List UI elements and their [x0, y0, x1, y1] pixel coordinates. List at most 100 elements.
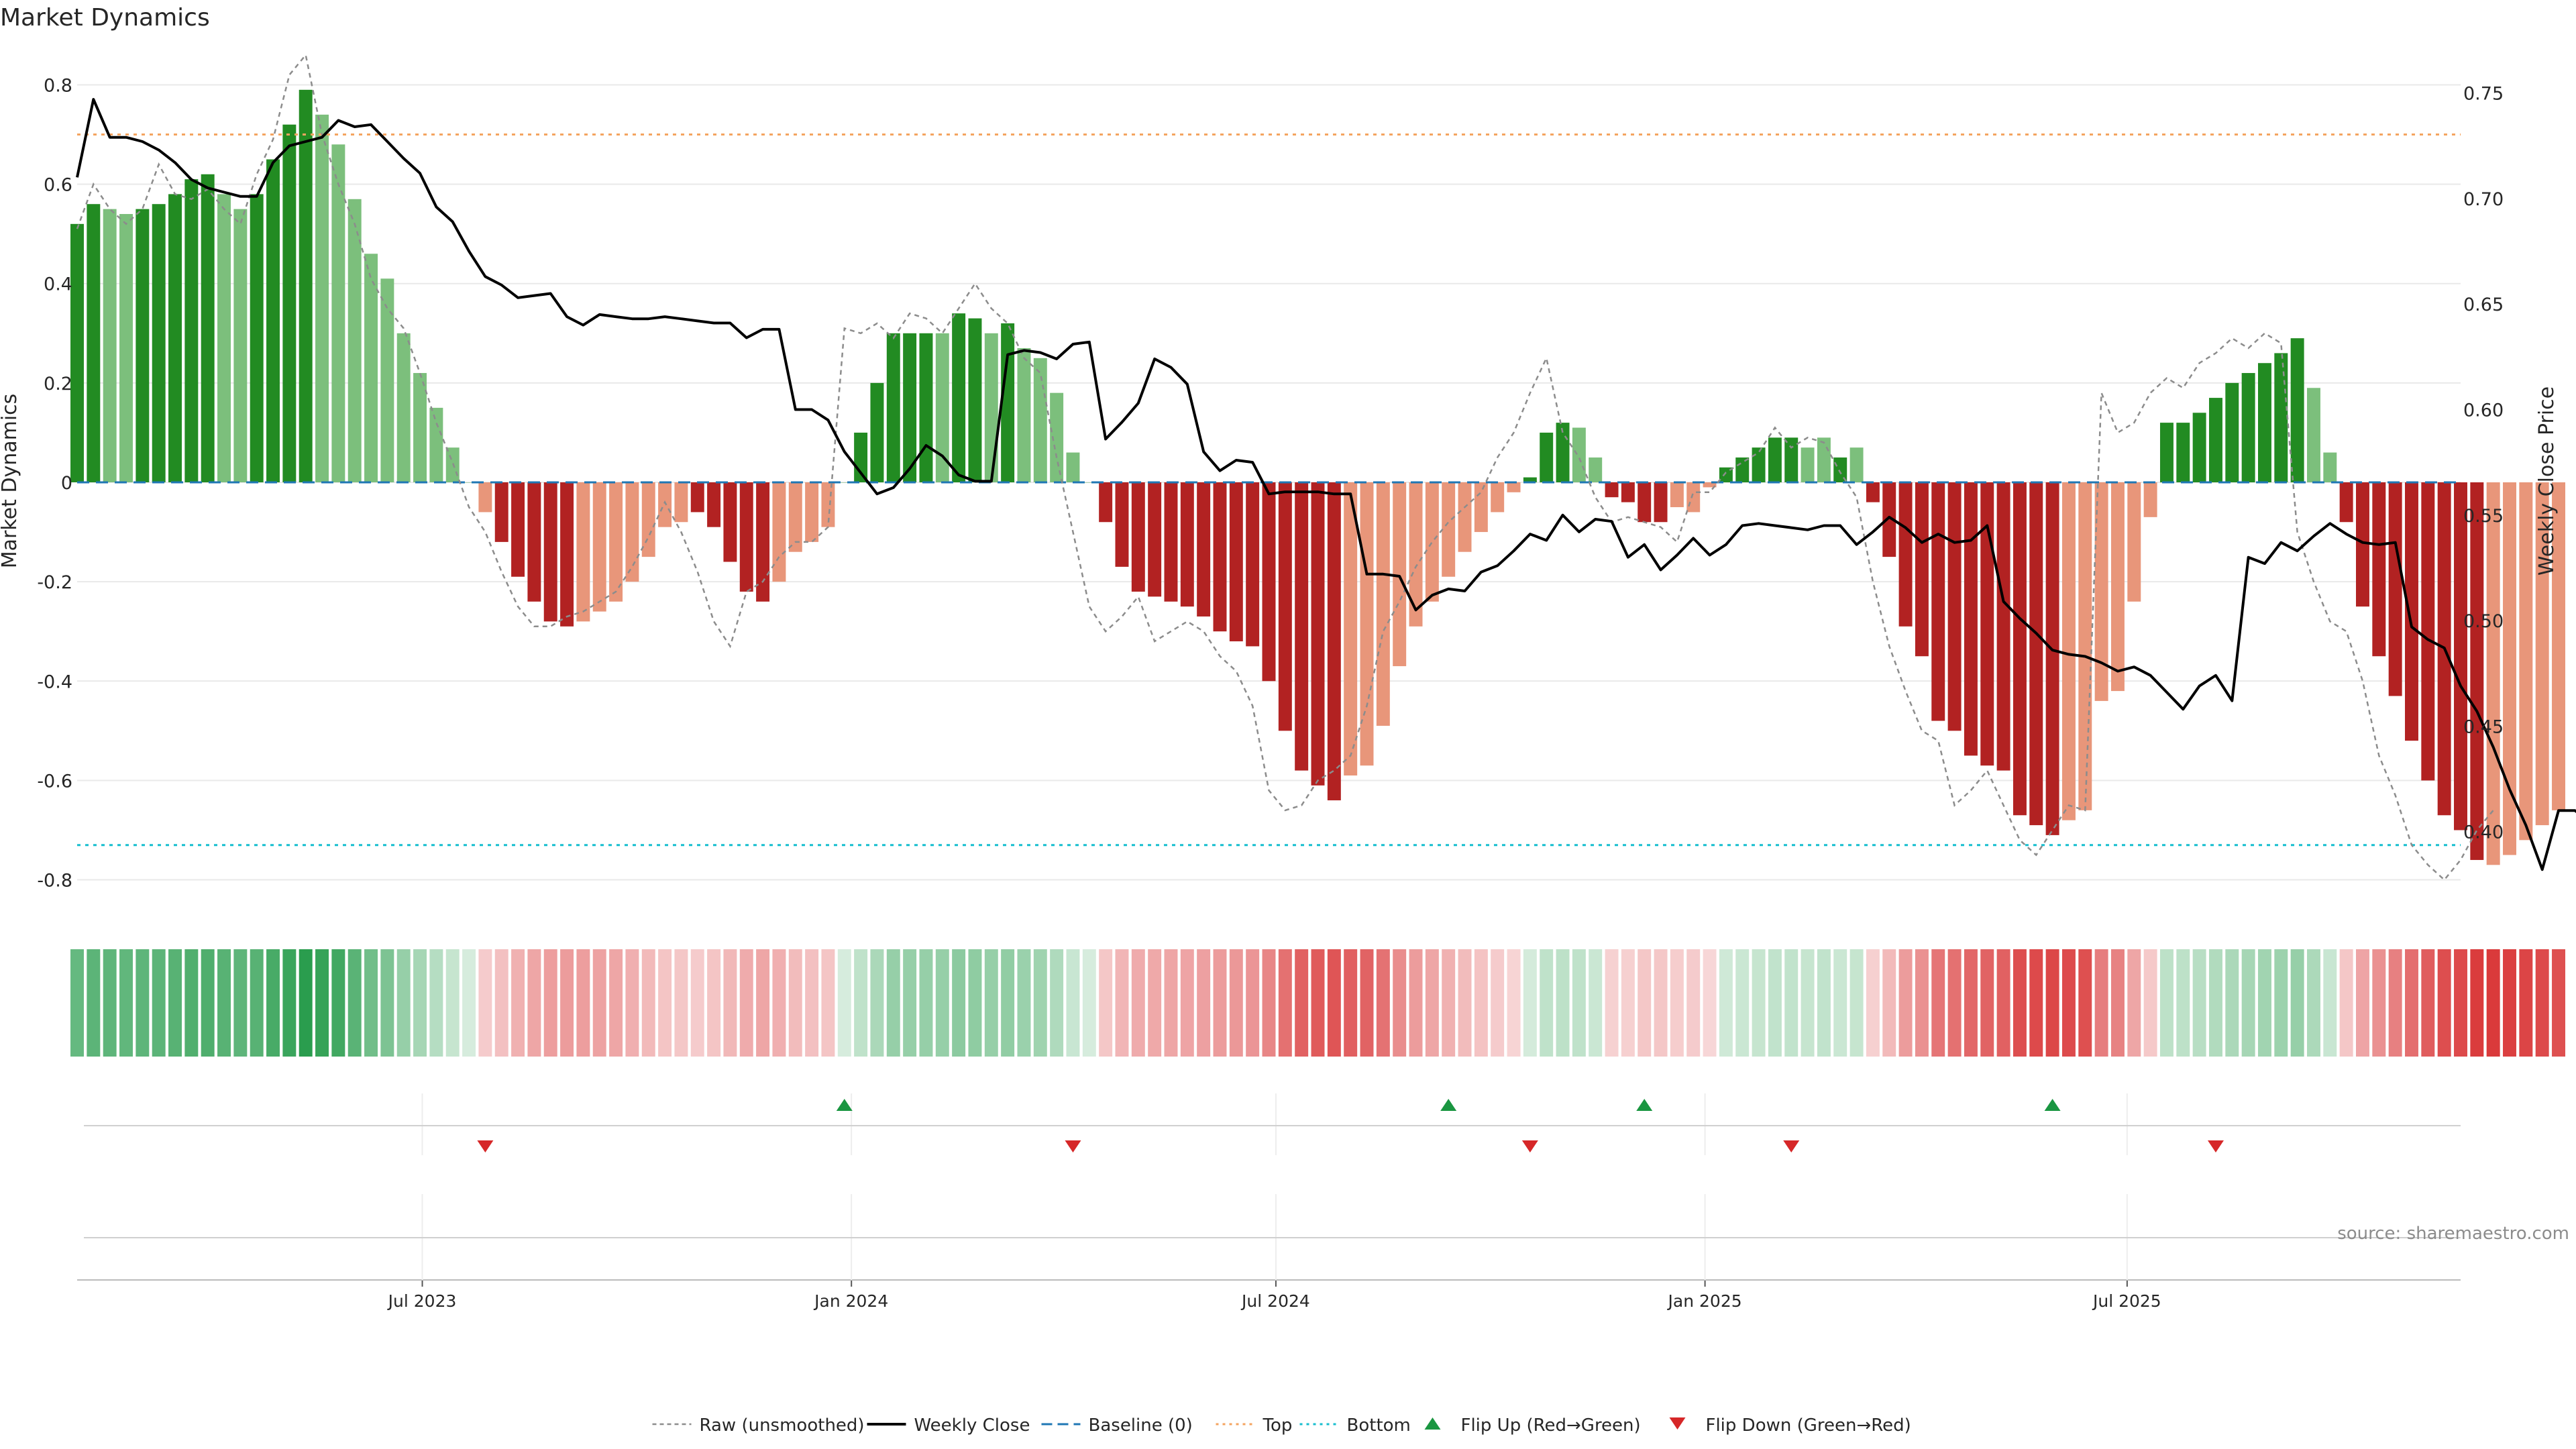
regime-strip-cell: [1931, 949, 1945, 1057]
dynamics-bar: [2486, 482, 2500, 865]
regime-strip-cell: [1703, 949, 1717, 1057]
legend-marker-flip-up: [1424, 1417, 1441, 1430]
dynamics-bar: [772, 482, 786, 582]
dynamics-bar: [2503, 482, 2516, 855]
dynamics-bar: [1882, 482, 1896, 557]
dynamics-bar: [1360, 482, 1374, 766]
y2-tick-label: 0.70: [2463, 189, 2504, 210]
dynamics-bar: [2029, 482, 2043, 826]
regime-strip-cell: [266, 949, 280, 1057]
regime-strip-cell: [380, 949, 394, 1057]
flip-down-marker: [1783, 1140, 1800, 1152]
regime-strip-cell: [282, 949, 297, 1057]
regime-strip-cell: [2110, 949, 2125, 1057]
dynamics-bar: [1164, 482, 1178, 602]
legend-item-baseline: Baseline (0): [1041, 1415, 1193, 1436]
regime-strip-cell: [1572, 949, 1586, 1057]
regime-strip-cell: [445, 949, 460, 1057]
regime-strip-cell: [2159, 949, 2174, 1057]
regime-strip-cell: [1523, 949, 1537, 1057]
regime-strip-cell: [739, 949, 753, 1057]
dynamics-bar: [1115, 482, 1129, 567]
regime-strip-cell: [1801, 949, 1815, 1057]
dynamics-bar: [1686, 482, 1701, 513]
dynamics-bar: [1784, 437, 1799, 482]
x-tick-label: Jul 2025: [2092, 1291, 2161, 1311]
dynamics-bar: [1393, 482, 1407, 667]
regime-strip-cell: [1638, 949, 1652, 1057]
regime-strip-cell: [788, 949, 802, 1057]
regime-strip-cell: [103, 949, 117, 1057]
legend-item-close: Weekly Close: [867, 1415, 1030, 1436]
regime-strip-cell: [1131, 949, 1145, 1057]
dynamics-bar: [837, 482, 851, 483]
dynamics-bar: [592, 482, 606, 612]
regime-strip-cell: [903, 949, 917, 1057]
dynamics-bar: [707, 482, 721, 527]
dynamics-bar: [2290, 338, 2304, 482]
regime-strip-cell: [658, 949, 672, 1057]
dynamics-bar: [543, 482, 557, 622]
dynamics-bar: [1572, 427, 1586, 482]
regime-strip-cell: [1866, 949, 1880, 1057]
regime-strip-cell: [1409, 949, 1423, 1057]
legend-item-raw: Raw (unsmoothed): [652, 1415, 865, 1436]
dynamics-bar: [2339, 482, 2353, 523]
regime-strip-cell: [1180, 949, 1194, 1057]
regime-strip-cell: [2356, 949, 2369, 1057]
legend: Raw (unsmoothed) Weekly Close Baseline (0)…: [652, 1415, 1911, 1436]
regime-strip-cell: [364, 949, 378, 1057]
dynamics-bar: [1768, 437, 1782, 482]
regime-strip-cell: [1360, 949, 1374, 1057]
dynamics-bar: [609, 482, 623, 602]
regime-strip-cell: [233, 949, 248, 1057]
y-tick-label: 0.6: [44, 175, 72, 196]
regime-strip-cell: [136, 949, 150, 1057]
regime-strip-cell: [1898, 949, 1913, 1057]
y-tick-label: 0.2: [44, 374, 72, 394]
regime-strip-cell: [1849, 949, 1864, 1057]
dynamics-bar: [87, 204, 101, 482]
legend-marker-flip-down: [1669, 1417, 1686, 1430]
dynamics-bar: [299, 89, 313, 483]
regime-strip-cell: [1686, 949, 1701, 1057]
regime-strip-cell: [1621, 949, 1635, 1057]
regime-strip-cell: [625, 949, 639, 1057]
dynamics-bar: [1866, 482, 1880, 502]
regime-strip-cell: [168, 949, 182, 1057]
regime-strip-cell: [1148, 949, 1162, 1057]
flip-up-marker: [1440, 1099, 1457, 1111]
y-tick-label: -0.4: [37, 672, 72, 692]
regime-strip-cell: [2257, 949, 2271, 1057]
dynamics-bar: [2274, 353, 2288, 482]
regime-strip-cell: [641, 949, 655, 1057]
dynamics-bar: [1670, 482, 1684, 508]
dynamics-bar: [152, 204, 166, 482]
dynamics-bar: [2372, 482, 2386, 657]
dynamics-bar: [1735, 457, 1750, 482]
dynamics-bar: [1278, 482, 1292, 731]
regime-strip-cell: [1246, 949, 1260, 1057]
y-tick-label: -0.8: [37, 871, 72, 892]
dynamics-bar: [870, 382, 884, 482]
dynamics-bar: [1540, 432, 1554, 482]
regime-strip-cell: [478, 949, 492, 1057]
dynamics-bar: [184, 179, 199, 482]
y2-tick-label: 0.60: [2463, 400, 2504, 421]
regime-strip-cell: [2339, 949, 2353, 1057]
dynamics-bar: [1001, 323, 1015, 482]
dynamics-bar: [364, 254, 378, 482]
y-tick-label: 0.4: [44, 274, 72, 295]
dynamics-bar: [1898, 482, 1913, 627]
regime-strip-cell: [2045, 949, 2059, 1057]
legend-item-flip-up: Flip Up (Red→Green): [1424, 1415, 1641, 1436]
regime-strip-cell: [837, 949, 851, 1057]
regime-strip-cell: [1425, 949, 1439, 1057]
regime-strip-cell: [2323, 949, 2337, 1057]
regime-strip-cell: [299, 949, 313, 1057]
regime-strip-cell: [1556, 949, 1570, 1057]
regime-strip-cell: [1670, 949, 1684, 1057]
regime-strip-cell: [1947, 949, 1962, 1057]
regime-strip-cell: [2241, 949, 2255, 1057]
dynamics-bar: [1833, 457, 1847, 482]
